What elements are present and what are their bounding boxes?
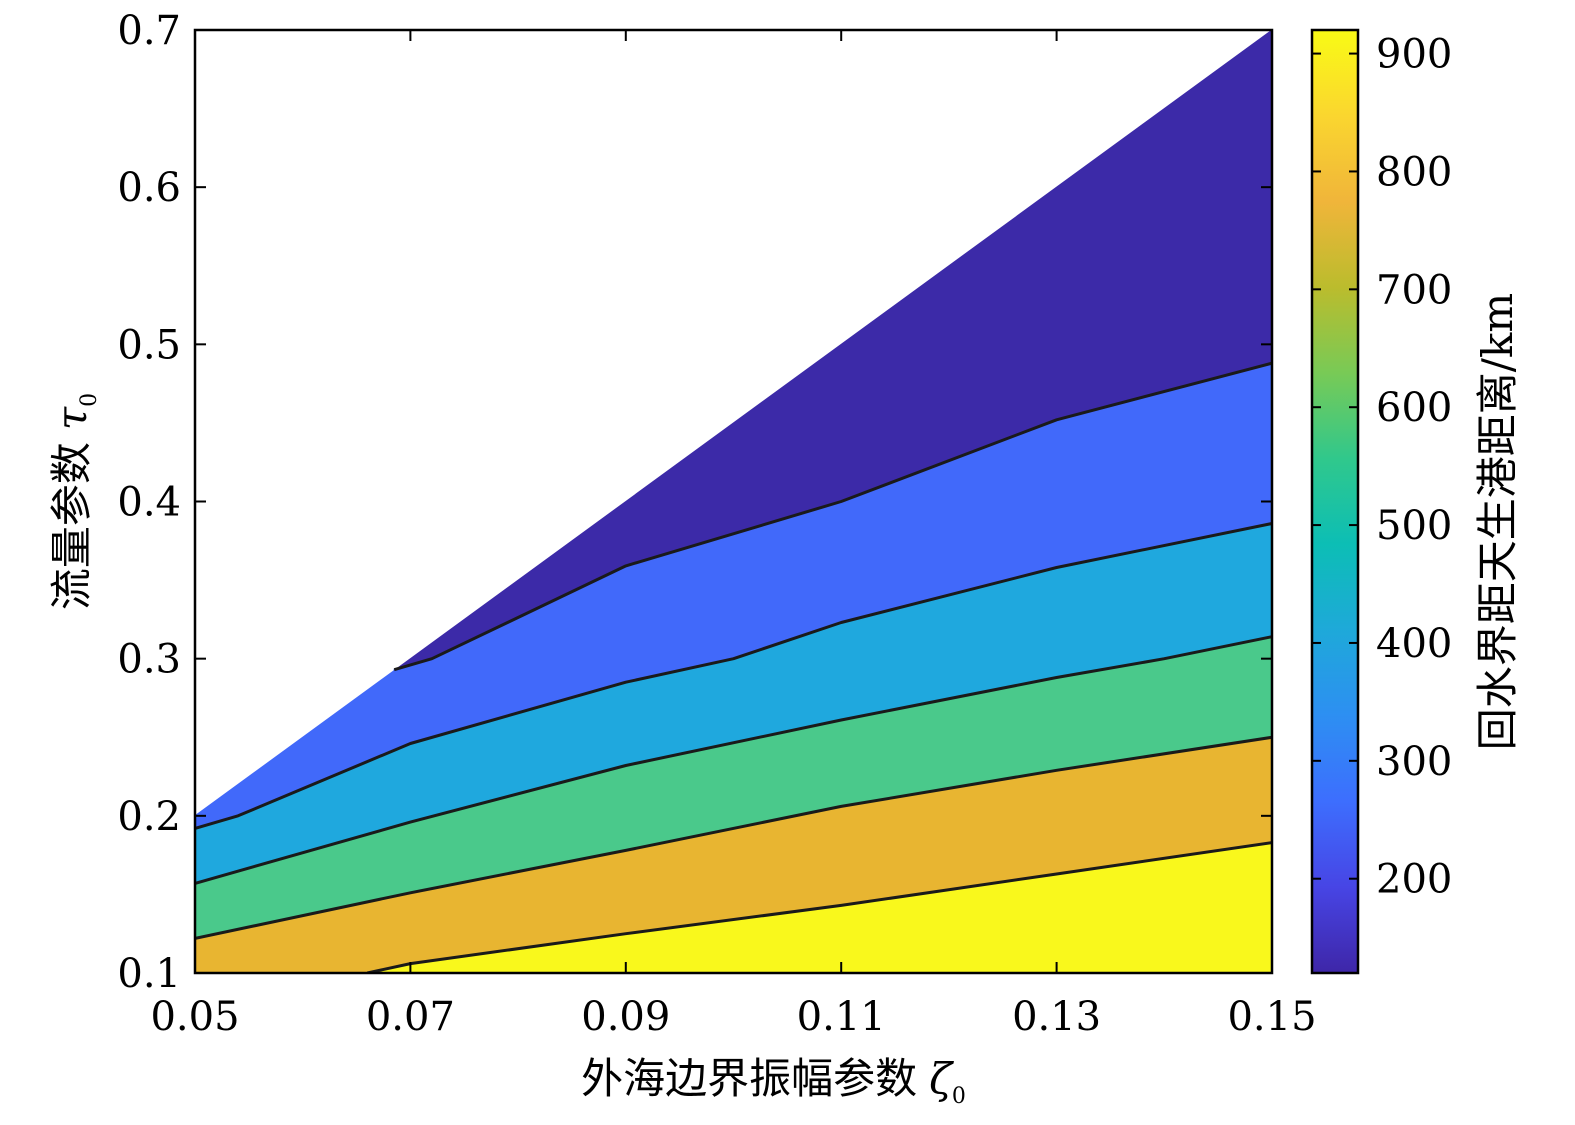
colorbar-tick-label: 200 <box>1376 857 1452 903</box>
colorbar-gradient <box>1310 28 1360 975</box>
x-axis: 0.05 0.07 0.09 0.11 0.13 0.15 <box>150 30 1317 1040</box>
y-tick-label: 0.7 <box>117 8 181 54</box>
x-tick-label: 0.07 <box>366 994 455 1040</box>
contour-bands <box>195 30 1272 973</box>
contour-line-4 <box>195 735 1272 940</box>
x-tick-label: 0.11 <box>797 994 886 1040</box>
colorbar-tick-label: 900 <box>1376 32 1452 78</box>
colorbar-tick-label: 400 <box>1376 621 1452 667</box>
x-axis-label: 外海边界振幅参数 ζ0 <box>581 1054 966 1109</box>
contour-line-1 <box>393 361 1272 672</box>
colorbar-tick-label: 300 <box>1376 739 1452 785</box>
y-tick-label: 0.5 <box>117 322 181 368</box>
y-tick-label: 0.1 <box>117 951 181 997</box>
colorbar-label: 回水界距天生港距离/km <box>1473 293 1522 750</box>
contour-line-2 <box>195 522 1272 830</box>
y-axis: 0.1 0.2 0.3 0.4 0.5 0.6 0.7 <box>117 8 1272 997</box>
x-tick-label: 0.09 <box>581 994 670 1040</box>
x-tick-label: 0.15 <box>1227 994 1316 1040</box>
colorbar-tick-label: 600 <box>1376 385 1452 431</box>
contour-line-5 <box>366 841 1272 973</box>
y-tick-label: 0.6 <box>117 165 181 211</box>
x-tick-label: 0.05 <box>150 994 239 1040</box>
colorbar: 200 300 400 500 600 700 800 900 <box>1310 28 1452 975</box>
y-tick-label: 0.2 <box>117 794 181 840</box>
colorbar-tick-label: 500 <box>1376 503 1452 549</box>
y-tick-label: 0.4 <box>117 480 181 526</box>
colorbar-tick-label: 800 <box>1376 149 1452 195</box>
contour-lines <box>195 361 1272 973</box>
y-tick-label: 0.3 <box>117 637 181 683</box>
colorbar-tick-label: 700 <box>1376 267 1452 313</box>
contour-line-3 <box>195 635 1272 885</box>
x-tick-label: 0.13 <box>1012 994 1101 1040</box>
y-axis-label: 流量参数τ0 <box>47 393 102 610</box>
